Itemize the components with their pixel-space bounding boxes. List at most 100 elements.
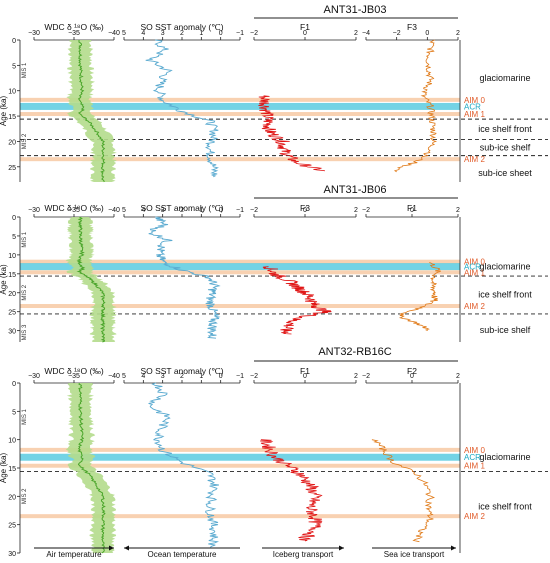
x-tick-label: −2 <box>250 207 258 214</box>
event-label: AIM 2 <box>464 512 485 521</box>
chart-title: ANT31-JB03 <box>324 4 387 16</box>
x-tick-label: −1 <box>236 30 244 37</box>
x-tick-label: 2 <box>456 30 460 37</box>
y-tick-label: 30 <box>8 329 16 336</box>
panel-label: F1 <box>300 366 310 376</box>
event-label: AIM 2 <box>464 302 485 311</box>
panel-label: SO SST anomaly (℃) <box>140 22 223 32</box>
x-tick-label: 5 <box>122 373 126 380</box>
x-tick-label: 5 <box>122 207 126 214</box>
panel-iceberg: −2 0 2 F1 <box>250 366 358 542</box>
panel-label: WDC δ ¹⁸O (‰) <box>44 366 103 376</box>
y-tick-label: 0 <box>12 215 16 222</box>
zone-label: sub-ice shelf <box>480 325 531 335</box>
arrow-label: Air temperature <box>46 550 102 559</box>
y-tick-label: 5 <box>12 63 16 70</box>
arrow-head <box>339 545 344 551</box>
panel-label: F1 <box>300 22 310 32</box>
y-tick-label: 25 <box>8 523 16 530</box>
x-tick-label: 2 <box>354 373 358 380</box>
series-sst <box>145 39 219 178</box>
chart-title: ANT32-RB16C <box>318 346 391 358</box>
panel-label: WDC δ ¹⁸O (‰) <box>44 203 103 213</box>
wdc-range-band <box>66 40 117 182</box>
y-axis-label: Age (ka) <box>0 96 8 127</box>
series-iceberg <box>262 265 332 335</box>
panel-sst: 5 4 3 2 1 0 −1 SO SST anomaly (℃) <box>122 366 244 548</box>
event-label: AIM 0 <box>464 258 485 267</box>
x-tick-label: 0 <box>219 30 223 37</box>
band-acr <box>20 453 460 461</box>
x-tick-label: 2 <box>354 30 358 37</box>
band-aim-0 <box>20 447 460 452</box>
panel-seaice: −2 0 2 F2 <box>362 366 460 543</box>
y-tick-label: 30 <box>8 551 16 558</box>
panel-label: F2 <box>407 366 417 376</box>
series-sst <box>148 216 221 339</box>
y-tick-label: 5 <box>12 409 16 416</box>
series-wdc <box>77 382 106 554</box>
y-tick-label: 25 <box>8 165 16 172</box>
x-tick-label: −35 <box>68 207 80 214</box>
x-tick-label: 5 <box>122 30 126 37</box>
zone-label: ice shelf front <box>478 290 532 300</box>
series-iceberg <box>258 95 325 172</box>
x-tick-label: −40 <box>108 373 120 380</box>
band-aim-1 <box>20 463 460 468</box>
zone-label: glaciomarine <box>479 452 530 462</box>
mis-label: MIS 2 <box>22 284 28 300</box>
y-tick-label: 20 <box>8 494 16 501</box>
x-tick-label: 3 <box>161 207 165 214</box>
event-label: AIM 1 <box>464 110 485 119</box>
y-tick-label: 20 <box>8 139 16 146</box>
zone-label: glaciomarine <box>479 262 530 272</box>
x-tick-label: 0 <box>303 373 307 380</box>
wdc-range-band <box>65 383 117 553</box>
y-tick-label: 20 <box>8 291 16 298</box>
panel-label: SO SST anomaly (℃) <box>140 203 223 213</box>
x-tick-label: 3 <box>161 373 165 380</box>
y-axis-label: Age (ka) <box>0 453 8 484</box>
x-tick-label: 1 <box>199 207 203 214</box>
panel-label: F3 <box>407 22 417 32</box>
chart-title: ANT31-JB06 <box>324 184 387 196</box>
event-label: AIM 0 <box>464 446 485 455</box>
panel-wdc: −30 −35 −40 WDC δ ¹⁸O (‰) <box>28 203 120 343</box>
x-tick-label: −2 <box>250 30 258 37</box>
mis-label: MIS 1 <box>22 231 28 247</box>
panel-label: F3 <box>300 203 310 213</box>
x-tick-label: 2 <box>180 207 184 214</box>
y-tick-label: 0 <box>12 38 16 45</box>
y-tick-label: 0 <box>12 381 16 388</box>
y-tick-label: 10 <box>8 253 16 260</box>
series-wdc <box>76 216 106 343</box>
y-tick-label: 5 <box>12 234 16 241</box>
x-tick-label: 0 <box>219 207 223 214</box>
band-aim-2 <box>20 157 460 162</box>
x-tick-label: −40 <box>108 207 120 214</box>
zone-label: sub-ice sheet <box>478 168 532 178</box>
event-label: ACR <box>464 102 481 111</box>
arrow-label: Ocean temperature <box>148 550 217 559</box>
x-tick-label: −35 <box>68 373 80 380</box>
x-tick-label: −2 <box>250 373 258 380</box>
x-tick-label: −1 <box>236 207 244 214</box>
x-tick-label: 4 <box>141 30 145 37</box>
x-tick-label: 2 <box>456 207 460 214</box>
mis-label: MIS 2 <box>22 133 28 149</box>
zone-label: ice shelf front <box>478 502 532 512</box>
series-seaice <box>398 262 442 331</box>
x-tick-label: 4 <box>141 207 145 214</box>
arrow-head <box>124 545 129 551</box>
y-tick-label: 15 <box>8 114 16 121</box>
x-tick-label: −2 <box>362 207 370 214</box>
arrow-label: Iceberg transport <box>273 550 334 559</box>
x-tick-label: −35 <box>68 30 80 37</box>
event-label: ACR <box>464 263 481 272</box>
y-tick-label: 10 <box>8 89 16 96</box>
panel-label: WDC δ ¹⁸O (‰) <box>44 22 103 32</box>
panel-sst: 5 4 3 2 1 0 −1 SO SST anomaly (℃) <box>122 203 244 339</box>
panel-wdc: −30 −35 −40 WDC δ ¹⁸O (‰) <box>28 22 120 183</box>
